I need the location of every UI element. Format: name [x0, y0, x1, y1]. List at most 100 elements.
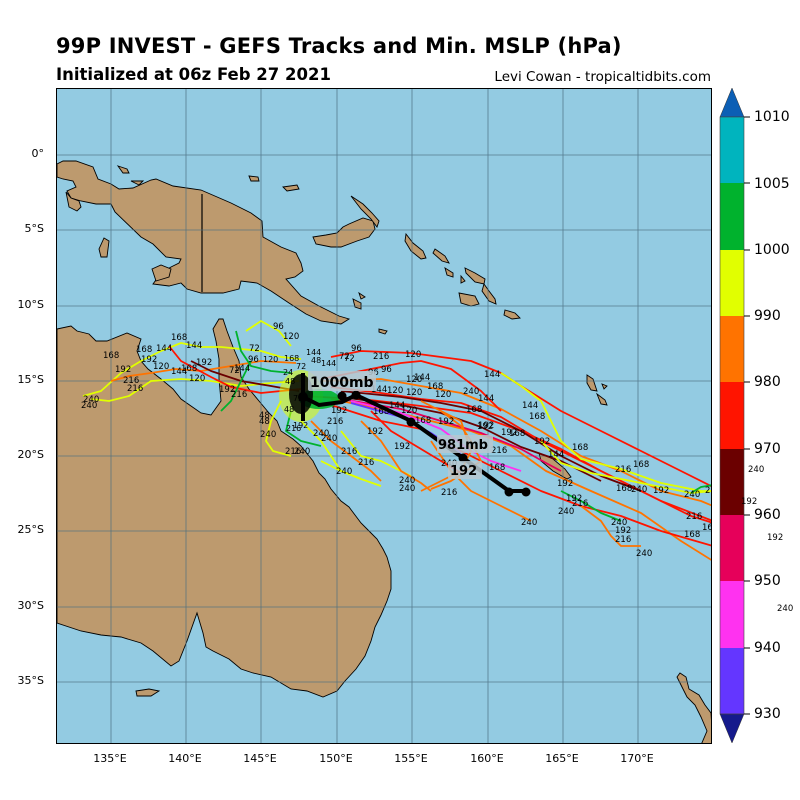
svg-text:240: 240	[684, 490, 700, 500]
svg-text:144: 144	[414, 373, 430, 383]
new-zealand-landmass	[676, 672, 711, 743]
svg-text:72: 72	[293, 394, 303, 403]
svg-text:168: 168	[509, 429, 525, 439]
svg-text:144: 144	[478, 394, 494, 404]
annotation-192: 192	[450, 464, 477, 479]
svg-text:216: 216	[615, 535, 631, 545]
svg-text:72: 72	[229, 366, 240, 376]
lon-label-170e: 170°E	[620, 752, 654, 765]
svg-text:192: 192	[394, 442, 410, 452]
svg-text:240: 240	[399, 484, 415, 494]
svg-text:240: 240	[521, 518, 537, 528]
graticule	[57, 89, 711, 743]
svg-text:216: 216	[491, 446, 507, 456]
svg-text:120: 120	[283, 332, 299, 342]
colorbar-tick-1005: 1005	[754, 176, 790, 192]
svg-text:192: 192	[501, 428, 517, 438]
new-britain-island	[312, 217, 376, 248]
svg-text:168: 168	[572, 443, 588, 453]
svg-text:96: 96	[351, 344, 362, 354]
colorbar-tick-980: 980	[754, 374, 781, 390]
australia-landmass	[57, 318, 392, 698]
svg-text:216: 216	[286, 424, 301, 433]
svg-text:144: 144	[234, 364, 250, 374]
lon-label-135e: 135°E	[93, 752, 127, 765]
svg-text:240: 240	[336, 467, 352, 477]
svg-text:144: 144	[156, 344, 172, 354]
svg-text:240: 240	[313, 429, 329, 439]
colorbar-tick-1010: 1010	[754, 109, 790, 125]
svg-text:96: 96	[248, 355, 259, 365]
svg-text:120: 120	[401, 406, 417, 416]
svg-text:240: 240	[611, 518, 627, 528]
svg-text:216: 216	[127, 384, 143, 394]
svg-text:120: 120	[406, 388, 422, 398]
svg-text:240: 240	[399, 476, 415, 486]
svg-text:216: 216	[705, 486, 712, 496]
svg-text:48: 48	[285, 377, 295, 386]
svg-text:48: 48	[259, 411, 270, 421]
svg-text:168: 168	[373, 407, 389, 417]
svg-text:144: 144	[186, 341, 202, 351]
colorbar-tick-970: 970	[754, 441, 781, 457]
svg-text:168: 168	[181, 364, 197, 374]
svg-text:240: 240	[463, 387, 479, 397]
svg-text:168: 168	[529, 412, 545, 422]
svg-text:168: 168	[415, 416, 431, 426]
svg-text:168: 168	[633, 460, 649, 470]
svg-text:48: 48	[284, 405, 294, 414]
lon-label-145e: 145°E	[243, 752, 277, 765]
svg-text:192: 192	[478, 421, 494, 431]
svg-text:240: 240	[321, 434, 337, 444]
svg-text:192: 192	[438, 417, 454, 427]
svg-text:216: 216	[686, 512, 702, 522]
svg-text:144: 144	[522, 401, 538, 411]
mslp-colorbar	[719, 87, 745, 744]
lat-label-5s: 5°S	[24, 222, 44, 235]
svg-text:192: 192	[477, 422, 493, 432]
svg-text:216: 216	[123, 376, 139, 386]
svg-text:168: 168	[684, 530, 700, 540]
svg-text:24: 24	[283, 368, 293, 377]
svg-text:192: 192	[196, 358, 212, 368]
lat-label-15s: 15°S	[17, 373, 44, 386]
svg-text:216: 216	[327, 417, 343, 427]
svg-text:168: 168	[103, 351, 119, 361]
svg-text:48: 48	[311, 356, 321, 365]
svg-text:120: 120	[189, 374, 205, 384]
svg-text:168: 168	[466, 405, 482, 415]
svg-text:216: 216	[441, 488, 457, 498]
pressure-annotations: 1000mb 981mb 192	[308, 371, 493, 479]
svg-text:72: 72	[296, 362, 306, 371]
svg-text:120: 120	[153, 362, 169, 372]
svg-text:120: 120	[435, 390, 451, 400]
svg-text:144: 144	[321, 359, 336, 368]
svg-text:240: 240	[636, 549, 652, 559]
svg-text:120: 120	[406, 375, 422, 385]
lat-label-0: 0°	[31, 147, 45, 160]
lat-label-30s: 30°S	[17, 599, 44, 612]
svg-text:216: 216	[358, 458, 374, 468]
chart-title: 99P INVEST - GEFS Tracks and Min. MSLP (…	[56, 34, 622, 58]
svg-text:192: 192	[293, 421, 308, 430]
map-panel: 96 120 168 144 168 144 192 120 144 168 192 216…	[56, 88, 712, 744]
svg-text:72: 72	[249, 344, 260, 354]
lon-label-155e: 155°E	[394, 752, 428, 765]
annotation-1000mb: 1000mb	[310, 375, 374, 391]
svg-text:168: 168	[171, 333, 187, 343]
svg-text:240: 240	[558, 507, 574, 517]
svg-text:96: 96	[273, 322, 284, 332]
credit-text: Levi Cowan - tropicaltidbits.com	[494, 69, 711, 85]
svg-text:120: 120	[405, 350, 421, 360]
colorbar-tick-960: 960	[754, 507, 781, 523]
land-masses	[57, 160, 711, 743]
svg-text:192: 192	[219, 385, 235, 395]
lon-label-160e: 160°E	[470, 752, 504, 765]
svg-text:216: 216	[615, 465, 631, 475]
svg-text:192: 192	[534, 437, 550, 447]
svg-text:168: 168	[136, 345, 152, 355]
svg-text:192: 192	[331, 406, 347, 416]
svg-text:72: 72	[339, 352, 350, 362]
svg-text:168: 168	[702, 523, 712, 533]
overflow-label: 240	[777, 604, 794, 614]
